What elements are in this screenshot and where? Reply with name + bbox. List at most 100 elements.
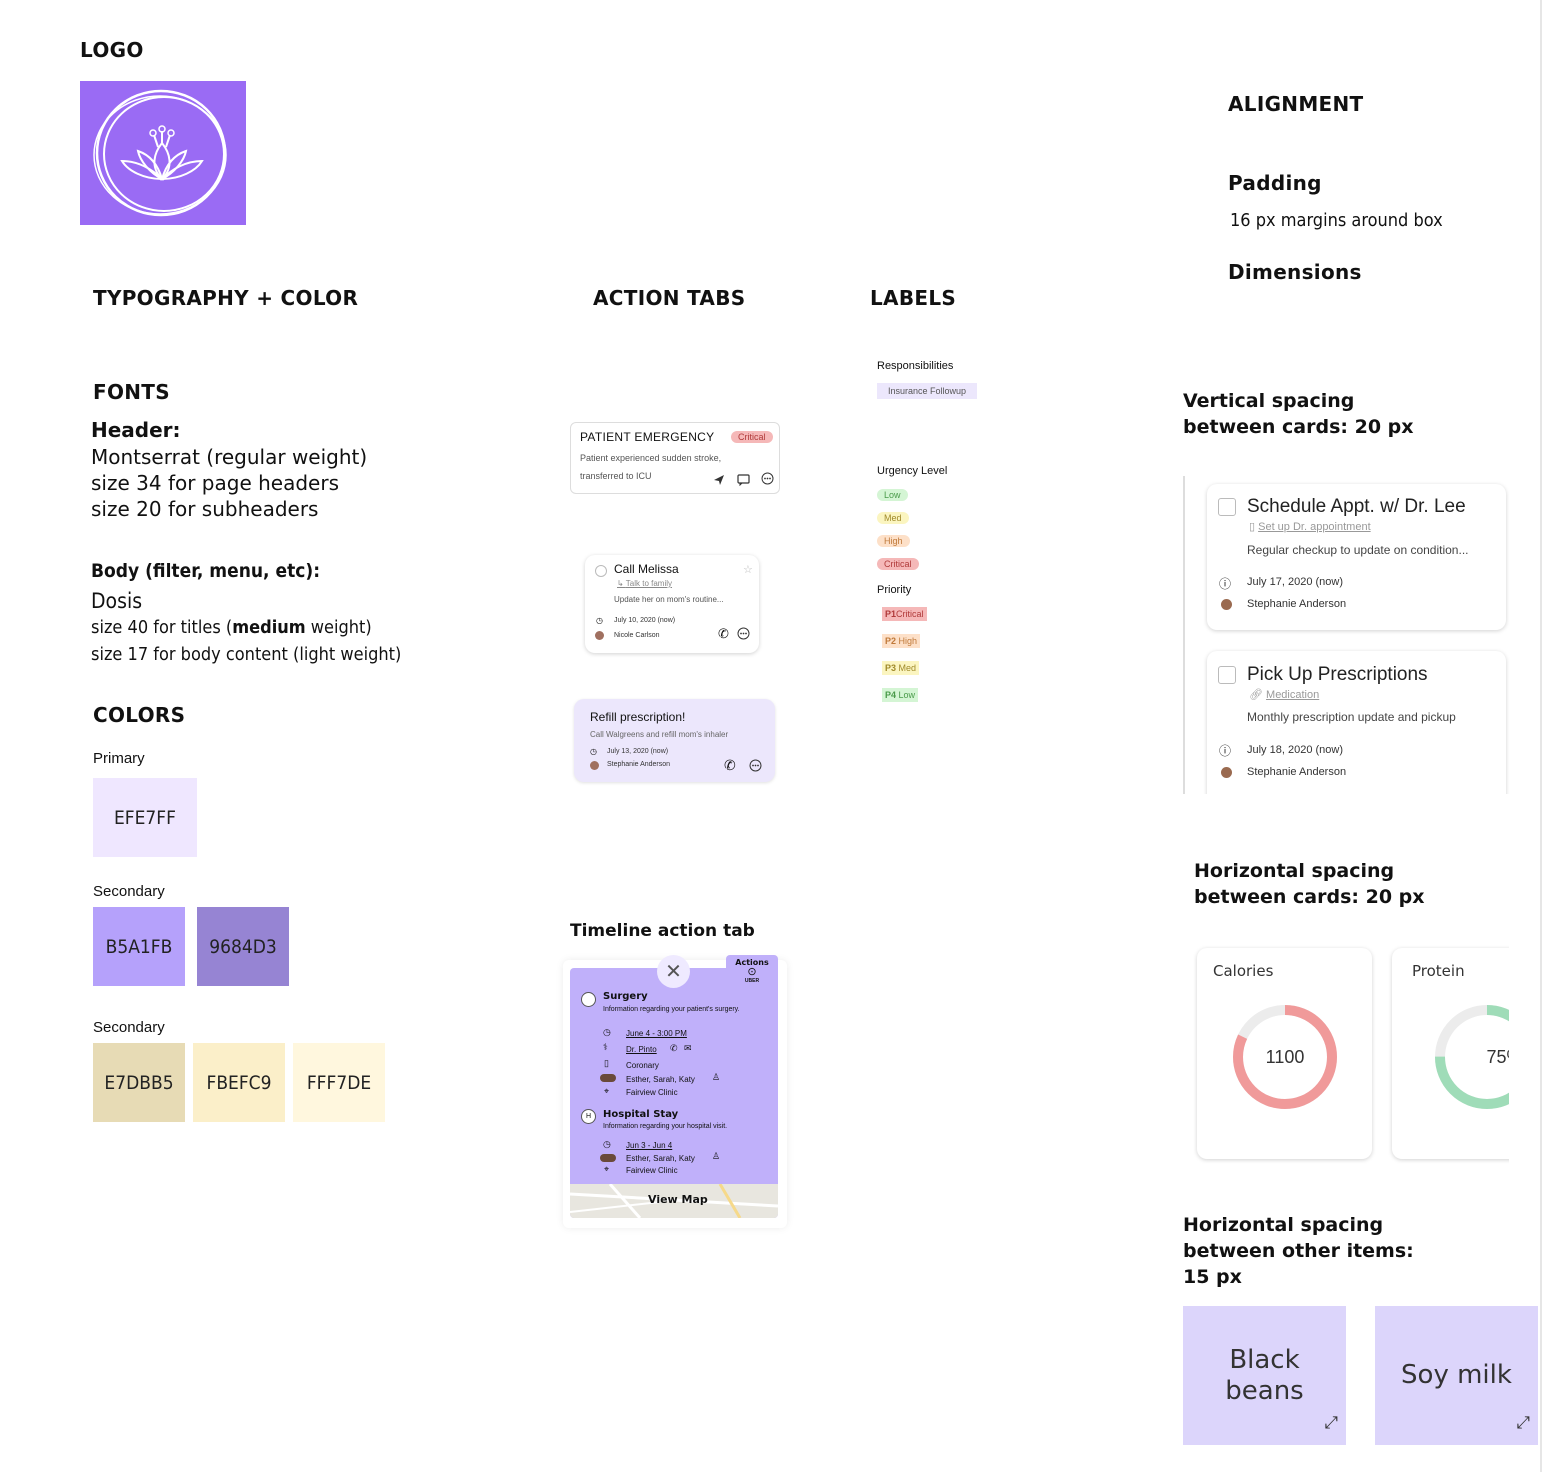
call-action-card[interactable]: Call Melissa ☆ ↳ Talk to family Update h… — [585, 555, 759, 653]
link-text: Medication — [1266, 689, 1320, 701]
body-font-label: Body (filter, menu, etc): — [91, 560, 321, 582]
avatar — [595, 631, 604, 640]
task-card[interactable]: Pick Up Prescriptions 🔗︎ Medication Mont… — [1207, 651, 1506, 801]
more-icon[interactable] — [749, 759, 762, 777]
priority-p4-label: P4 Low — [882, 688, 919, 702]
card-date: July 13, 2020 (now) — [607, 748, 669, 755]
send-icon[interactable] — [713, 473, 725, 491]
event-people: Esther, Sarah, Katy — [626, 1075, 695, 1084]
phone-icon[interactable]: ✆ — [718, 626, 729, 641]
phone-icon[interactable]: ✆ — [670, 1043, 678, 1053]
task-checkbox[interactable] — [1218, 666, 1236, 684]
people-avatars — [600, 1154, 616, 1162]
horizontal-spacing-cards-note: Horizontal spacing between cards: 20 px — [1194, 858, 1425, 910]
priority-text: High — [898, 636, 918, 646]
task-date: July 17, 2020 (now) — [1247, 576, 1343, 588]
person-icon[interactable]: ♙ — [712, 1151, 721, 1161]
priority-p2-label: P2 High — [882, 634, 921, 648]
body-font-content-spec: size 17 for body content (light weight) — [91, 644, 402, 665]
mail-icon[interactable]: ✉ — [684, 1043, 692, 1053]
timeline-card[interactable]: View Map Surgery Information regarding y… — [570, 968, 778, 1218]
grocery-tile-soy-milk[interactable]: Soy milk ⤢ — [1375, 1306, 1538, 1445]
stat-cards-row: Calories 1100 Protein 75% — [1190, 940, 1510, 1170]
grocery-name-line: Black — [1229, 1344, 1300, 1375]
color-swatch-b5a1fb: B5A1FB — [93, 907, 185, 986]
logo-title: LOGO — [80, 38, 144, 62]
note-line: between cards: 20 px — [1194, 886, 1425, 908]
color-swatch-fbefc9: FBEFC9 — [193, 1043, 285, 1122]
hospital-icon: H — [581, 1109, 596, 1124]
task-subtitle-link[interactable]: 🔗︎ Medication — [1249, 689, 1320, 701]
uber-label: UBER — [744, 978, 760, 984]
protein-card[interactable]: Protein 75% — [1392, 948, 1510, 1159]
link-text: Talk to family — [625, 579, 673, 588]
urgency-title: Urgency Level — [877, 465, 948, 477]
urgency-low-label: Low — [877, 489, 908, 501]
card-title: PATIENT EMERGENCY — [580, 430, 715, 444]
spec-bold-text: medium — [232, 617, 306, 638]
calories-card[interactable]: Calories 1100 — [1197, 948, 1372, 1159]
task-title: Schedule Appt. w/ Dr. Lee — [1247, 496, 1466, 517]
card-person: Nicole Carlson — [614, 632, 660, 639]
secondary-color-label: Secondary — [93, 883, 165, 900]
grocery-tile-black-beans[interactable]: Black beans ⤢ — [1183, 1306, 1346, 1445]
stat-title: Protein — [1412, 962, 1465, 980]
header-font-description: Montserrat (regular weight) size 34 for … — [91, 444, 367, 522]
expand-icon[interactable]: ⤢ — [1324, 1413, 1338, 1433]
note-line: 15 px — [1183, 1266, 1242, 1288]
protein-ring-chart — [1435, 1005, 1510, 1109]
refill-action-card[interactable]: Refill prescription! Call Walgreens and … — [574, 699, 775, 782]
stat-value: 75% — [1486, 1047, 1510, 1067]
priority-title: Priority — [877, 584, 912, 596]
phone-icon[interactable]: ✆ — [724, 757, 736, 773]
urgency-high-label: High — [877, 535, 910, 547]
task-subtitle-link[interactable]: ▯ Set up Dr. appointment — [1249, 521, 1371, 533]
expand-icon[interactable]: ⤢ — [1516, 1413, 1530, 1433]
task-checkbox[interactable] — [1218, 498, 1236, 516]
urgency-critical-label: Critical — [877, 558, 919, 570]
padding-title: Padding — [1228, 171, 1322, 195]
protein-ring-progress — [1435, 1005, 1510, 1109]
grocery-name: Black beans — [1225, 1345, 1303, 1407]
note-line: Horizontal spacing — [1194, 860, 1395, 882]
body-font-name: Dosis — [91, 589, 143, 613]
priority-p3-label: P3 Med — [882, 661, 920, 675]
doctor-link[interactable]: Dr. Pinto — [626, 1045, 657, 1054]
close-icon[interactable]: ✕ — [657, 955, 690, 988]
more-icon[interactable] — [761, 472, 774, 490]
alignment-section-title: ALIGNMENT — [1228, 92, 1364, 116]
clipboard-icon: ▯ — [604, 1058, 609, 1068]
responsibility-tag[interactable]: Insurance Followup — [877, 383, 977, 399]
primary-color-label: Primary — [93, 750, 145, 767]
map-preview[interactable]: View Map — [570, 1183, 778, 1218]
priority-text: Critical — [896, 609, 924, 619]
complete-radio[interactable] — [595, 565, 607, 577]
star-icon[interactable]: ☆ — [743, 564, 753, 576]
card-subtitle-link[interactable]: ↳ Talk to family — [617, 579, 673, 588]
event-date-link[interactable]: June 4 - 3:00 PM — [626, 1029, 687, 1038]
logo-image — [80, 81, 246, 225]
person-icon[interactable]: ♙ — [712, 1072, 721, 1082]
event-date-link[interactable]: Jun 3 - Jun 4 — [626, 1141, 673, 1150]
event-title: Hospital Stay — [603, 1109, 679, 1120]
event-description: Information regarding your hospital visi… — [603, 1123, 728, 1130]
actions-tab[interactable]: Actions ⊙ UBER — [726, 955, 778, 991]
more-icon[interactable] — [737, 627, 750, 645]
spec-text: size 40 for titles ( — [91, 617, 233, 638]
task-card[interactable]: Schedule Appt. w/ Dr. Lee ▯ Set up Dr. a… — [1207, 484, 1506, 630]
secondary-color-label: Secondary — [93, 1019, 165, 1036]
spec-text: weight) — [305, 617, 372, 638]
responsibilities-title: Responsibilities — [877, 360, 954, 372]
horizontal-spacing-other-note: Horizontal spacing between other items: … — [1183, 1212, 1414, 1290]
comment-icon[interactable] — [737, 473, 750, 491]
emergency-action-card[interactable]: PATIENT EMERGENCY Critical Patient exper… — [570, 422, 780, 494]
task-description: Monthly prescription update and pickup — [1247, 710, 1456, 724]
note-line: between cards: 20 px — [1183, 416, 1414, 438]
timeline-title: Timeline action tab — [570, 921, 755, 941]
page-edge — [1540, 0, 1542, 1472]
header-font-line: size 34 for page headers — [91, 471, 339, 495]
colors-title: COLORS — [93, 703, 186, 727]
card-body: Call Walgreens and refill mom's inhaler — [590, 730, 729, 739]
clock-icon: ◷ — [603, 1139, 611, 1149]
view-map-button[interactable]: View Map — [648, 1193, 708, 1206]
